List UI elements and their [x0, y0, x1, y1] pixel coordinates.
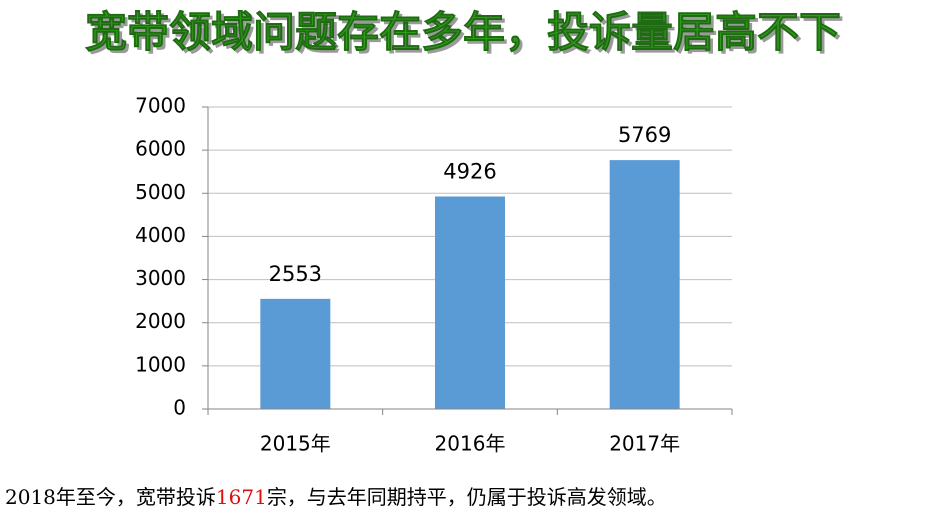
value-label: 2553	[269, 262, 322, 286]
y-tick-label: 3000	[135, 266, 186, 290]
y-tick-label: 6000	[135, 137, 186, 161]
y-tick-label: 2000	[135, 309, 186, 333]
caption-text: 2018年至今，宽带投诉	[5, 485, 216, 509]
bar	[609, 160, 680, 409]
y-tick-label: 5000	[135, 180, 186, 204]
y-tick-label: 0	[173, 396, 186, 420]
bar	[260, 298, 331, 409]
x-tick-label: 2017年	[609, 432, 680, 456]
chart-title: 宽带领域问题存在多年，投诉量居高不下	[85, 8, 841, 57]
y-tick-label: 1000	[135, 352, 186, 376]
bar	[435, 196, 505, 409]
plot: 0 1000 2000 3000 4000 5000 6000 7000 2553 2015年 49…	[135, 94, 733, 456]
title-shadow: 宽带领域问题存在多年，投诉量居高不下	[88, 11, 844, 60]
value-label: 4926	[443, 159, 496, 183]
y-tick-label: 4000	[135, 223, 186, 247]
value-label: 5769	[618, 123, 671, 147]
y-tick-label: 7000	[135, 94, 186, 118]
x-tick-label: 2016年	[435, 432, 506, 456]
caption: 2018年至今，宽带投诉1671宗，与去年同期持平，仍属于投诉高发领域。	[5, 485, 667, 509]
caption-highlight: 1671	[216, 485, 267, 509]
caption-text: 宗，与去年同期持平，仍属于投诉高发领域。	[267, 485, 667, 509]
x-tick-label: 2015年	[260, 432, 331, 456]
